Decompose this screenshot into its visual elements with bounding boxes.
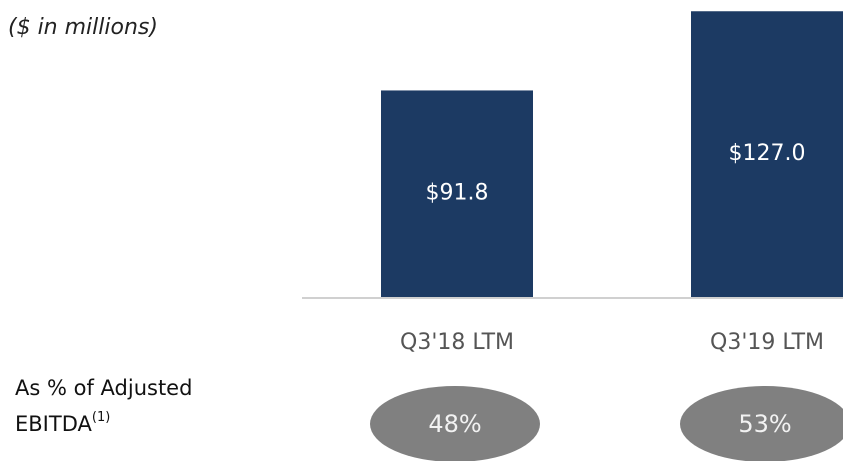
- value-label: $91.8: [426, 181, 489, 206]
- ratio-label: 48%: [428, 410, 481, 438]
- footnote: (1): [92, 410, 110, 425]
- ratio-title-2: EBITDA(1): [15, 410, 110, 437]
- ratio-title-text: EBITDA: [15, 412, 92, 436]
- bar: [381, 90, 533, 297]
- x-tick-label: Q3'19 LTM: [710, 330, 824, 355]
- ratio-title: As % of Adjusted: [15, 376, 192, 400]
- value-label: $127.0: [729, 141, 806, 166]
- x-tick-label: Q3'18 LTM: [400, 330, 514, 355]
- ratio-bubble: [680, 386, 843, 461]
- ratio-bubble: [370, 386, 540, 461]
- bar: [691, 11, 843, 297]
- subtitle: ($ in millions): [8, 15, 158, 40]
- ratio-label: 53%: [738, 410, 791, 438]
